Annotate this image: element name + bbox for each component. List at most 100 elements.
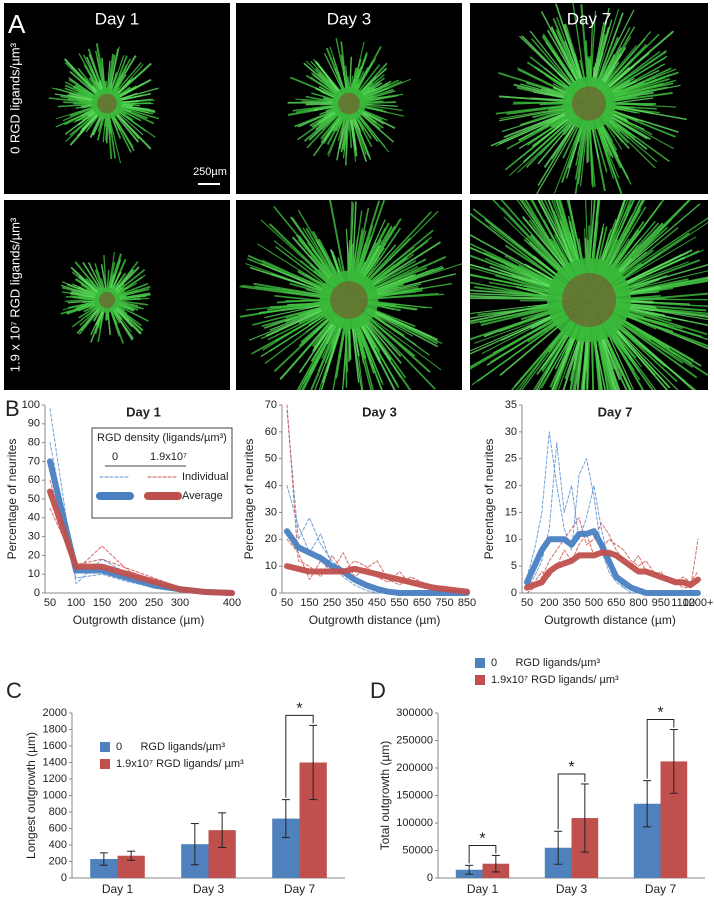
chart-title: Day 7 [598, 404, 633, 419]
neurite [67, 300, 99, 304]
y-tick-label: 70 [265, 399, 277, 411]
row-label: 0 RGD ligands/µm³ [7, 42, 22, 153]
x-axis-label: Outgrowth distance (µm) [544, 613, 676, 627]
neurite [358, 80, 403, 101]
x-tick-label: 200 [540, 597, 558, 609]
y-axis-label: Total outgrowth (µm) [378, 741, 392, 851]
x-tick-label: 750 [435, 597, 453, 609]
panel-label: D [370, 678, 386, 703]
bar [90, 859, 118, 878]
x-tick-label: 50 [521, 597, 533, 609]
y-tick-label: 0 [427, 872, 433, 884]
neurite [615, 305, 708, 336]
neurite [604, 112, 651, 140]
significance-star: * [479, 831, 485, 848]
neurite [572, 3, 587, 89]
neurite [602, 63, 666, 99]
cell-core [98, 291, 116, 309]
x-axis-label: Outgrowth distance (µm) [309, 613, 441, 627]
neurite [551, 326, 576, 390]
significance-star: * [657, 705, 663, 722]
y-tick-label: 15 [505, 506, 517, 518]
y-tick-label: 400 [49, 839, 67, 851]
y-tick-label: 1600 [43, 740, 67, 752]
x-tick-label: 150 [300, 597, 318, 609]
x-tick-label: Day 7 [284, 882, 316, 896]
cell-core [571, 86, 607, 121]
chart-title: Day 1 [126, 404, 161, 419]
x-tick-label: 1100 [671, 597, 695, 609]
significance-bracket [646, 719, 675, 779]
x-tick-label: 350 [345, 597, 363, 609]
x-tick-label: 850 [458, 597, 476, 609]
neurite [470, 281, 561, 300]
y-tick-label: 200 [49, 855, 67, 867]
neurite [492, 200, 571, 282]
y-tick-label: 5 [511, 560, 517, 572]
y-tick-label: 20 [28, 549, 40, 561]
x-tick-label: 800 [629, 597, 647, 609]
individual-line [526, 517, 699, 594]
y-tick-label: 0 [271, 587, 277, 599]
y-tick-label: 40 [28, 512, 40, 524]
y-tick-label: 2000 [43, 707, 67, 719]
x-tick-label: 550 [390, 597, 408, 609]
y-tick-label: 300000 [396, 707, 433, 719]
neurite [273, 311, 338, 372]
y-tick-label: 1200 [43, 773, 67, 785]
micrograph-neurites [287, 38, 411, 166]
x-axis-label: Outgrowth distance (µm) [73, 613, 205, 627]
neurite [594, 120, 615, 180]
x-tick-label: 650 [413, 597, 431, 609]
x-tick-label: 350 [562, 597, 580, 609]
y-tick-label: 70 [28, 455, 40, 467]
neurite [352, 207, 370, 284]
y-tick-label: 10 [28, 568, 40, 580]
neurite [113, 282, 149, 298]
neurite [362, 311, 442, 371]
neurite [498, 72, 576, 98]
x-tick-label: 300 [171, 597, 189, 609]
y-tick-label: 200000 [396, 762, 433, 774]
neurite [64, 58, 101, 98]
neurite [602, 322, 635, 390]
neurite [361, 227, 402, 286]
y-axis-label: Longest outgrowth (µm) [24, 732, 38, 859]
y-tick-label: 10 [265, 560, 277, 572]
row-label: 1.9 x 10⁷ RGD ligands/µm³ [7, 217, 22, 372]
x-tick-label: 400 [223, 597, 241, 609]
scale-bar-label: 250µm [193, 166, 227, 178]
neurite [358, 103, 403, 112]
neurite [357, 110, 395, 143]
neurite [470, 212, 565, 286]
significance-bracket [468, 844, 497, 864]
cell-core [562, 273, 616, 327]
neurite [470, 234, 574, 293]
neurite [112, 305, 142, 335]
neurite [498, 109, 579, 145]
x-tick-label: 250 [145, 597, 163, 609]
legend-column: 1.9x10⁷ [150, 451, 187, 463]
cell-core [97, 93, 117, 114]
legend-swatch [475, 675, 485, 685]
significance-star: * [296, 701, 302, 718]
neurite [361, 210, 439, 289]
neurite [610, 315, 695, 390]
neurite [610, 217, 708, 284]
x-tick-label: 650 [607, 597, 625, 609]
micrograph-neurites [239, 200, 462, 390]
y-tick-label: 90 [28, 418, 40, 430]
column-label: Day 1 [95, 9, 139, 28]
y-tick-label: 100 [22, 399, 40, 411]
y-tick-label: 800 [49, 806, 67, 818]
significance-bracket [557, 773, 586, 830]
y-tick-label: 100000 [396, 817, 433, 829]
neurite [501, 108, 574, 133]
panel-label: B [5, 396, 20, 421]
neurite [600, 200, 691, 288]
y-tick-label: 30 [265, 506, 277, 518]
y-tick-label: 10 [505, 533, 517, 545]
neurite [598, 326, 619, 390]
neurite [115, 297, 150, 302]
legend-swatch [475, 658, 485, 668]
